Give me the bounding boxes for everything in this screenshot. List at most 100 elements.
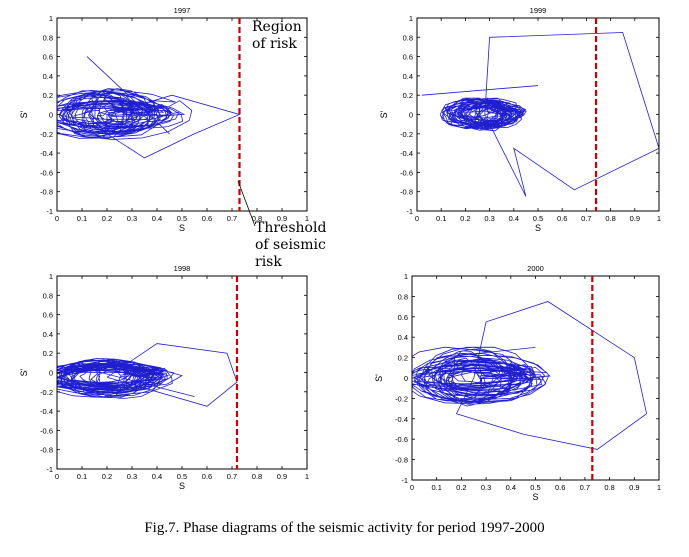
- x-tick-label: 0.4: [509, 214, 519, 223]
- chart-title: 2000: [527, 264, 544, 273]
- x-tick-label: 0.1: [431, 483, 441, 492]
- x-tick-label: 0.6: [555, 483, 565, 492]
- x-tick-label: 0.3: [481, 483, 491, 492]
- y-tick-label: 0: [404, 374, 408, 383]
- y-tick-label: -0.8: [395, 456, 408, 465]
- x-tick-label: 0.8: [252, 214, 262, 223]
- x-tick-label: 1: [305, 214, 309, 223]
- y-tick-label: -0.2: [395, 394, 408, 403]
- y-tick-label: -0.2: [40, 388, 53, 397]
- x-tick-label: 0.1: [77, 214, 87, 223]
- x-tick-label: 1: [657, 483, 661, 492]
- y-tick-label: 0.4: [43, 72, 53, 81]
- x-tick-label: 0.8: [252, 472, 262, 481]
- x-tick-label: 0.9: [629, 483, 639, 492]
- x-tick-label: 0.7: [227, 472, 237, 481]
- y-tick-label: -1: [401, 476, 408, 485]
- x-tick-label: 0.3: [484, 214, 494, 223]
- x-tick-label: 0: [410, 483, 414, 492]
- y-axis-label: S': [379, 110, 389, 118]
- y-tick-label: -1: [406, 207, 413, 216]
- y-tick-label: -0.4: [40, 149, 53, 158]
- y-tick-label: 0.2: [43, 349, 53, 358]
- y-tick-label: -0.8: [40, 188, 53, 197]
- y-tick-label: -0.6: [40, 168, 53, 177]
- x-axis-label: S: [532, 492, 538, 502]
- x-tick-label: 0.4: [506, 483, 516, 492]
- x-tick-label: 0.4: [152, 472, 162, 481]
- annotation-threshold-line2: of seismic: [255, 237, 326, 253]
- chart-title: 1997: [174, 6, 191, 15]
- x-tick-label: 0: [415, 214, 419, 223]
- y-tick-label: 0.2: [398, 354, 408, 363]
- x-tick-label: 1: [305, 472, 309, 481]
- annotation-threshold-line1: Threshold: [255, 220, 327, 236]
- x-tick-label: 0.4: [152, 214, 162, 223]
- y-tick-label: -0.6: [40, 426, 53, 435]
- chart-title: 1998: [174, 264, 191, 273]
- x-tick-label: 0.9: [630, 214, 640, 223]
- x-tick-label: 0.2: [102, 214, 112, 223]
- y-tick-label: -0.4: [40, 407, 53, 416]
- x-axis-label: S: [179, 481, 185, 491]
- x-axis-label: S: [179, 223, 185, 233]
- x-tick-label: 0.6: [202, 214, 212, 223]
- y-tick-label: 0.2: [403, 91, 413, 100]
- x-tick-label: 0.5: [533, 214, 543, 223]
- x-tick-label: 0.6: [202, 472, 212, 481]
- y-tick-label: 0.8: [43, 33, 53, 42]
- y-tick-label: 1: [49, 14, 53, 23]
- annotation-region-line2: of risk: [252, 36, 297, 52]
- x-tick-label: 0.7: [227, 214, 237, 223]
- y-tick-label: 1: [409, 14, 413, 23]
- x-tick-label: 0.5: [530, 483, 540, 492]
- y-tick-label: 0.6: [403, 53, 413, 62]
- trajectory-segment: [86, 56, 170, 135]
- x-tick-label: 0.1: [77, 472, 87, 481]
- y-tick-label: -0.6: [395, 435, 408, 444]
- y-tick-label: 0.8: [43, 291, 53, 300]
- phase-trajectory: [57, 343, 238, 407]
- x-tick-label: 1: [657, 214, 661, 223]
- trajectory-segment: [436, 347, 536, 358]
- x-tick-label: 0.8: [605, 214, 615, 223]
- y-tick-label: -0.6: [400, 168, 413, 177]
- phase-trajectory: [57, 88, 241, 159]
- chart-panel-1999: 0 0.1 0.2 0.3 0.4 0.5 0.6 0.7 0.8 0.9 1 1 0.8 0.6 0.4 0…: [379, 6, 661, 233]
- trajectory-segment: [421, 85, 539, 96]
- y-tick-label: 0.8: [398, 292, 408, 301]
- y-tick-label: 0.4: [403, 72, 413, 81]
- annotation-threshold: Threshold of seismic risk: [255, 220, 326, 271]
- y-tick-label: 0: [409, 111, 413, 120]
- y-axis-label: S': [19, 110, 29, 118]
- x-tick-label: 0.5: [177, 472, 187, 481]
- chart-title: 1999: [530, 6, 547, 15]
- x-tick-label: 0.3: [127, 472, 137, 481]
- x-axis-label: S: [535, 223, 541, 233]
- annotation-region-line1: Region: [252, 19, 302, 35]
- y-tick-label: 0.4: [398, 333, 408, 342]
- y-tick-label: -0.8: [40, 446, 53, 455]
- x-tick-label: 0.2: [460, 214, 470, 223]
- y-tick-label: 0: [49, 369, 53, 378]
- y-tick-label: -0.8: [400, 188, 413, 197]
- y-tick-label: -0.2: [40, 130, 53, 139]
- y-axis-label: S': [374, 374, 384, 382]
- y-tick-label: 0.2: [43, 91, 53, 100]
- y-tick-label: 0.8: [403, 33, 413, 42]
- x-tick-label: 0.9: [277, 472, 287, 481]
- annotation-region: Region of risk: [252, 19, 302, 53]
- y-tick-label: 0.6: [43, 53, 53, 62]
- chart-panel-1997: 0 0.1 0.2 0.3 0.4 0.5 0.6 0.7 0.8 0.9 1 1 0.8 0.6 0.4 0…: [19, 6, 309, 233]
- x-tick-label: 0.1: [436, 214, 446, 223]
- trajectory-segment: [81, 367, 195, 398]
- y-tick-label: -1: [46, 207, 53, 216]
- chart-panel-1998: 0 0.1 0.2 0.3 0.4 0.5 0.6 0.7 0.8 0.9 1 1 0.8 0.6 0.4 0…: [19, 264, 309, 491]
- y-tick-label: -0.4: [400, 149, 413, 158]
- annotation-threshold-line3: risk: [255, 254, 282, 270]
- y-tick-label: 0.6: [43, 311, 53, 320]
- chart-panel-2000: 0 0.1 0.2 0.3 0.4 0.5 0.6 0.7 0.8 0.9 1 1 0.8 0.6 0.4 0…: [374, 264, 661, 502]
- x-tick-label: 0: [55, 214, 59, 223]
- x-tick-label: 0.2: [456, 483, 466, 492]
